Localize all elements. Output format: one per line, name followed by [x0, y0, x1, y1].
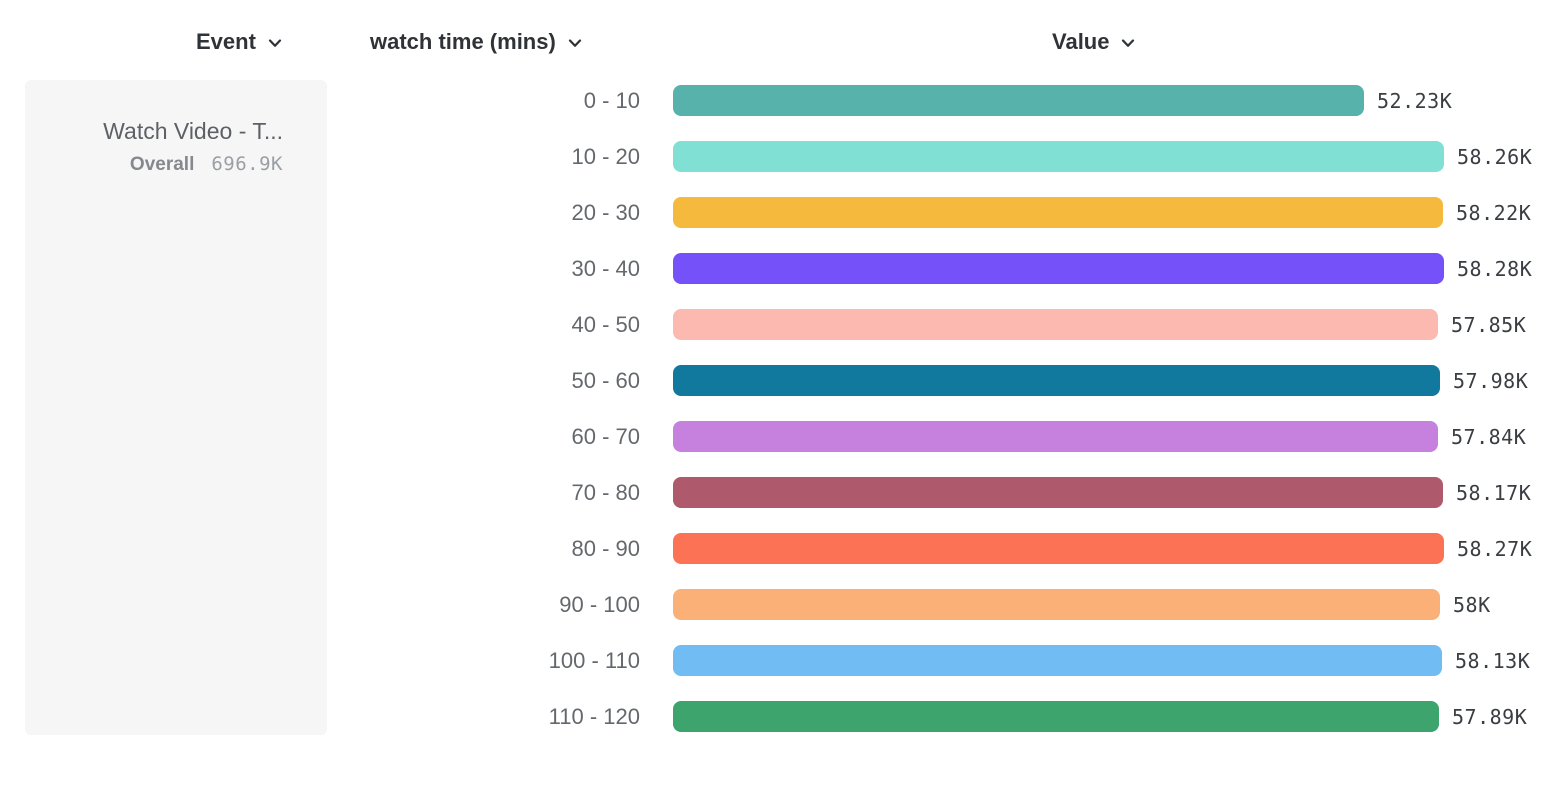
- breakdown-column-label: watch time (mins): [370, 29, 556, 54]
- bar[interactable]: [673, 533, 1444, 564]
- row-value-label: 57.89K: [1452, 704, 1528, 729]
- bar[interactable]: [673, 197, 1443, 228]
- row-value-label: 58.28K: [1457, 256, 1533, 281]
- bar[interactable]: [673, 141, 1444, 172]
- row-category-label: 30 - 40: [571, 255, 641, 281]
- bar[interactable]: [673, 253, 1444, 284]
- bar[interactable]: [673, 645, 1442, 676]
- breakdown-column-header[interactable]: watch time (mins): [370, 29, 582, 55]
- value-column-header[interactable]: Value: [1052, 29, 1135, 55]
- row-category-label: 60 - 70: [571, 423, 641, 449]
- chart-row: 110 - 120 57.89K: [0, 701, 1527, 732]
- event-card[interactable]: Watch Video - T... Overall 696.9K: [25, 80, 327, 735]
- row-category-label: 80 - 90: [571, 535, 641, 561]
- row-category-label: 50 - 60: [571, 367, 641, 393]
- chart-row: 80 - 90 58.27K: [0, 533, 1532, 564]
- event-column-label: Event: [196, 29, 256, 54]
- overall-value: 696.9K: [211, 153, 283, 175]
- bar[interactable]: [673, 421, 1438, 452]
- bar[interactable]: [673, 701, 1439, 732]
- chevron-down-icon: [1122, 39, 1135, 47]
- chart-row: 40 - 50 57.85K: [0, 309, 1526, 340]
- bar[interactable]: [673, 85, 1364, 116]
- bar[interactable]: [673, 477, 1443, 508]
- row-value-label: 57.84K: [1451, 424, 1527, 449]
- chart-row: 90 - 100 58K: [0, 589, 1491, 620]
- row-value-label: 57.85K: [1451, 312, 1527, 337]
- row-value-label: 58.17K: [1456, 480, 1532, 505]
- chevron-down-icon: [268, 39, 282, 47]
- row-category-label: 110 - 120: [548, 703, 640, 729]
- row-category-label: 90 - 100: [559, 591, 640, 617]
- row-value-label: 57.98K: [1453, 368, 1529, 393]
- value-column-label: Value: [1052, 29, 1110, 54]
- chevron-down-icon: [568, 39, 581, 47]
- event-overall-row: Overall 696.9K: [25, 153, 283, 176]
- row-category-label: 70 - 80: [571, 479, 641, 505]
- chart-row: 10 - 20 58.26K: [0, 141, 1532, 172]
- row-category-label: 100 - 110: [548, 647, 640, 673]
- bar[interactable]: [673, 589, 1440, 620]
- row-value-label: 58.22K: [1456, 200, 1532, 225]
- chart-row: 50 - 60 57.98K: [0, 365, 1528, 396]
- row-value-label: 52.23K: [1377, 88, 1453, 113]
- chart-row: 100 - 110 58.13K: [0, 645, 1530, 676]
- event-title: Watch Video - T...: [103, 118, 283, 144]
- event-column-header[interactable]: Event: [196, 29, 282, 55]
- row-value-label: 58K: [1453, 592, 1491, 617]
- row-category-label: 20 - 30: [571, 199, 641, 225]
- row-value-label: 58.13K: [1455, 648, 1531, 673]
- bar[interactable]: [673, 309, 1438, 340]
- chart-row: 60 - 70 57.84K: [0, 421, 1526, 452]
- row-category-label: 10 - 20: [571, 143, 641, 169]
- chart-row: 70 - 80 58.17K: [0, 477, 1531, 508]
- overall-label: Overall: [129, 154, 195, 175]
- bar[interactable]: [673, 365, 1440, 396]
- row-category-label: 0 - 10: [583, 87, 640, 113]
- chart-row: 30 - 40 58.28K: [0, 253, 1532, 284]
- row-category-label: 40 - 50: [571, 311, 641, 337]
- row-value-label: 58.27K: [1457, 536, 1533, 561]
- chart-row: 0 - 10 52.23K: [0, 85, 1452, 116]
- chart-row: 20 - 30 58.22K: [0, 197, 1531, 228]
- row-value-label: 58.26K: [1457, 144, 1533, 169]
